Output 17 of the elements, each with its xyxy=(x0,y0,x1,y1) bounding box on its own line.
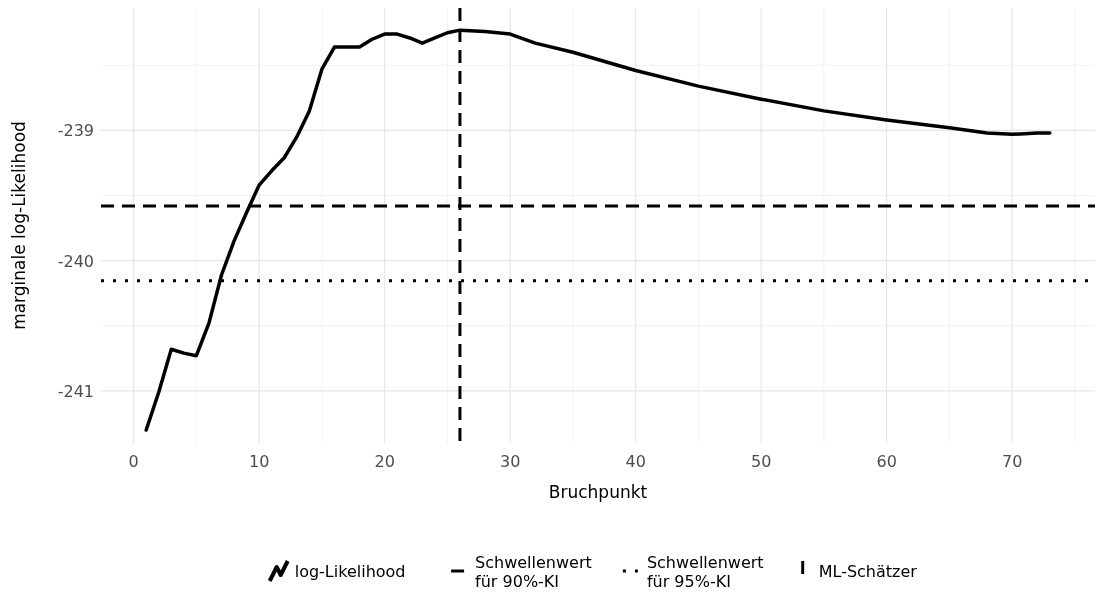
legend-label: log-Likelihood xyxy=(294,562,406,581)
legend-label: ML-Schätzer xyxy=(818,562,918,581)
x-axis-title: Bruchpunkt xyxy=(548,482,648,502)
y-tick-label: -240 xyxy=(57,251,94,271)
x-tick-label: 0 xyxy=(128,452,139,471)
x-tick-label: 30 xyxy=(499,452,521,471)
y-axis-title: marginale log-Likelihood xyxy=(9,121,29,330)
x-tick-label: 40 xyxy=(625,452,646,471)
x-tick-label: 10 xyxy=(248,452,270,471)
x-tick-label: 60 xyxy=(876,452,897,471)
legend-label: Schwellenwert für 95%-KI xyxy=(646,553,764,591)
y-tick-label: -239 xyxy=(57,121,94,141)
y-tick-label: -241 xyxy=(57,381,94,401)
x-tick-label: 70 xyxy=(1001,452,1023,471)
x-tick-label: 50 xyxy=(750,452,772,471)
x-tick-label: 20 xyxy=(374,452,395,471)
legend-label: Schwellenwert für 90%-KI xyxy=(475,553,592,591)
